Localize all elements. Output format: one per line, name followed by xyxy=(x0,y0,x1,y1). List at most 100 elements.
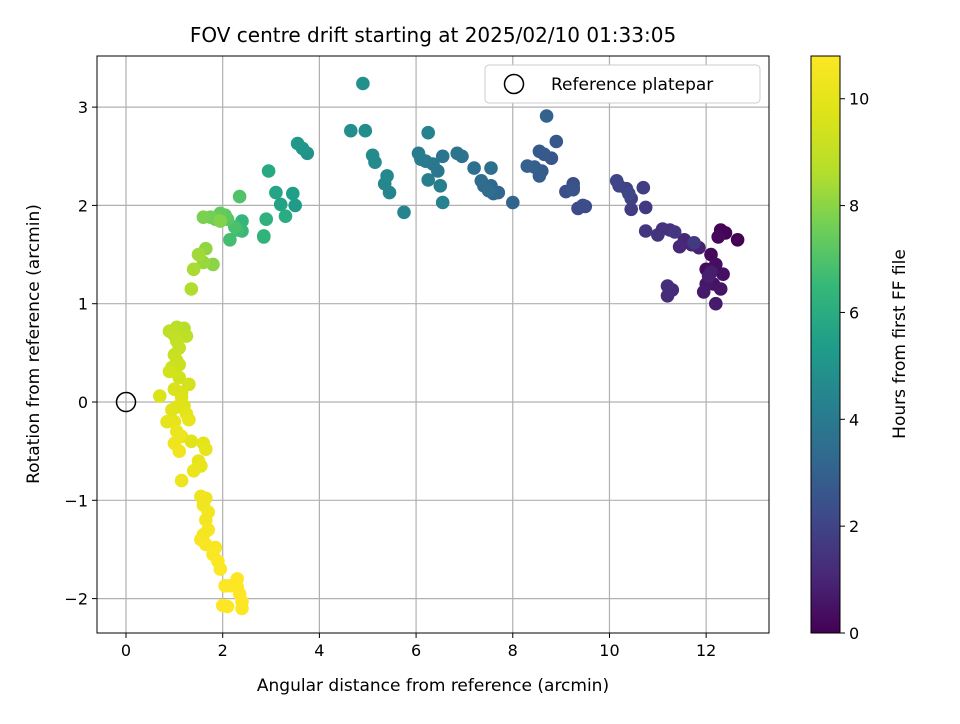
data-point xyxy=(184,434,199,449)
data-point xyxy=(273,197,288,212)
data-point xyxy=(506,195,520,210)
colorbar: 0 2 4 6 8 10 Hours from first FF file xyxy=(810,55,910,643)
data-point xyxy=(730,233,745,247)
x-tick-label: 8 xyxy=(508,641,518,660)
data-point xyxy=(638,200,653,215)
y-tick-label: −1 xyxy=(64,491,88,510)
data-point xyxy=(576,198,590,213)
x-axis-ticks: 0 2 4 6 8 10 12 xyxy=(121,633,716,660)
x-tick-label: 6 xyxy=(411,641,421,660)
data-point xyxy=(660,289,675,303)
data-point xyxy=(667,225,682,239)
data-point xyxy=(636,180,651,195)
y-tick-label: 1 xyxy=(78,295,88,314)
legend-open-circle-marker xyxy=(503,73,525,95)
data-point xyxy=(709,296,723,311)
x-axis-label: Angular distance from reference (arcmin) xyxy=(257,676,609,696)
colorbar-tick-label: 2 xyxy=(849,517,859,536)
data-point xyxy=(186,464,201,478)
colorbar-gradient xyxy=(810,55,841,634)
data-point xyxy=(232,189,247,204)
x-tick-label: 10 xyxy=(599,641,619,660)
data-point xyxy=(356,76,370,91)
data-point xyxy=(696,285,711,299)
data-point xyxy=(701,269,716,284)
data-point xyxy=(435,195,450,210)
data-point xyxy=(182,412,196,427)
data-point xyxy=(153,389,167,403)
plot-frame xyxy=(96,55,770,634)
data-point xyxy=(365,148,380,163)
data-point xyxy=(191,247,206,262)
legend-label: Reference platepar xyxy=(551,75,713,95)
colorbar-tick-label: 10 xyxy=(849,90,869,109)
x-tick-label: 12 xyxy=(696,641,716,660)
data-point xyxy=(278,209,293,223)
colorbar-tick-label: 8 xyxy=(849,197,859,216)
data-point xyxy=(716,267,730,282)
data-point xyxy=(687,236,701,250)
data-point xyxy=(481,183,496,198)
data-point xyxy=(196,210,211,224)
data-point xyxy=(421,125,436,140)
data-point xyxy=(660,279,675,293)
data-point xyxy=(651,228,665,242)
data-point xyxy=(624,202,638,217)
data-point xyxy=(172,444,186,459)
data-point xyxy=(290,136,305,151)
data-point xyxy=(397,205,411,220)
y-tick-label: 2 xyxy=(78,196,88,215)
data-point xyxy=(467,161,481,175)
data-point xyxy=(484,161,498,175)
data-point xyxy=(713,282,728,296)
data-point xyxy=(435,149,450,164)
data-point xyxy=(433,179,448,193)
data-point xyxy=(213,562,228,576)
data-point xyxy=(165,403,179,417)
data-point xyxy=(259,212,274,226)
y-axis-label: Rotation from reference (arcmin) xyxy=(24,204,44,484)
y-tick-label: 0 xyxy=(78,393,88,412)
data-point xyxy=(411,146,426,161)
data-point xyxy=(174,473,189,488)
data-point xyxy=(269,185,283,200)
data-point xyxy=(711,230,725,244)
data-point xyxy=(622,186,636,201)
data-point xyxy=(286,186,300,201)
data-point xyxy=(261,164,276,178)
data-point xyxy=(162,364,177,379)
chart-title: FOV centre drift starting at 2025/02/10 … xyxy=(190,23,676,47)
data-point xyxy=(220,599,235,614)
data-point xyxy=(184,282,199,296)
data-point xyxy=(566,182,580,197)
data-point xyxy=(520,159,535,173)
colorbar-tick-label: 4 xyxy=(849,410,859,429)
data-point xyxy=(257,229,271,243)
legend: Reference platepar xyxy=(484,64,761,104)
colorbar-label: Hours from first FF file xyxy=(890,249,910,439)
data-point xyxy=(638,224,653,238)
reference-platepar-marker xyxy=(115,391,137,413)
y-tick-label: 3 xyxy=(78,98,88,117)
x-tick-label: 2 xyxy=(218,641,228,660)
data-point xyxy=(344,123,358,138)
colorbar-tick-label: 6 xyxy=(849,303,859,322)
colorbar-tick-label: 0 xyxy=(849,624,859,643)
x-tick-label: 0 xyxy=(121,641,131,660)
data-point xyxy=(235,601,249,616)
data-point xyxy=(186,262,201,277)
x-tick-label: 4 xyxy=(314,641,324,660)
data-point xyxy=(539,109,554,123)
data-point xyxy=(549,134,564,149)
data-point xyxy=(421,173,436,187)
y-axis-ticks: −2 −1 0 1 2 3 xyxy=(64,98,97,609)
data-point xyxy=(380,169,394,183)
data-point xyxy=(223,233,237,247)
data-point xyxy=(474,174,489,188)
legend-box xyxy=(484,64,761,104)
data-point xyxy=(609,174,624,188)
data-point xyxy=(450,146,465,161)
data-point xyxy=(532,144,547,159)
